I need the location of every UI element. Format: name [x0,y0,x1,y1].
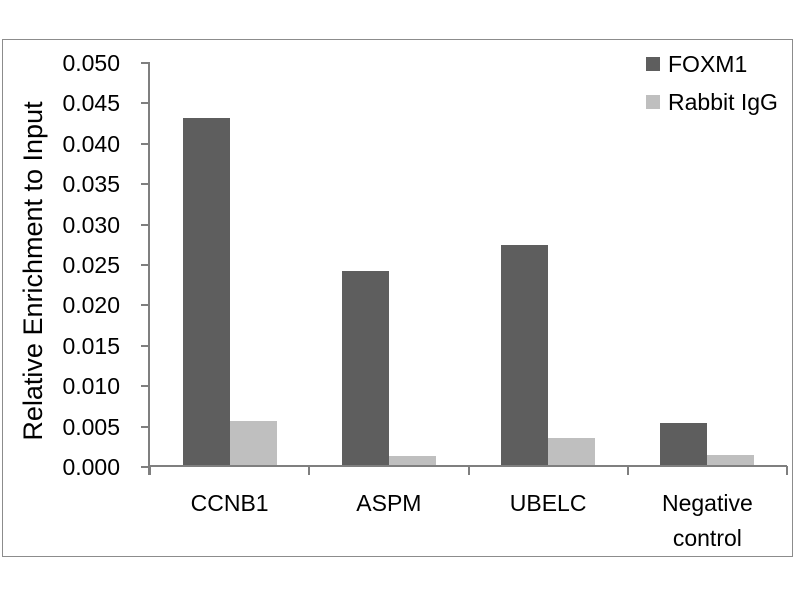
y-tick-label: 0.000 [62,454,120,480]
y-tick-label: 0.030 [62,211,120,238]
y-tick-label: 0.015 [62,332,120,359]
bar-foxm1-ubelc [501,245,549,465]
x-category-label: Negative control [661,490,753,551]
y-tick-label: 0.045 [62,90,120,117]
legend-item-foxm1: FOXM1 [646,50,778,78]
y-tick [141,62,150,64]
legend-swatch-foxm1 [646,57,660,71]
bar-rabbit-igg-ccnb1 [229,421,277,465]
legend-item-rabbit-igg: Rabbit IgG [646,88,778,116]
bar-rabbit-igg-aspm [388,456,436,465]
x-tick [626,466,629,475]
x-tick [786,466,788,475]
x-category-label: CCNB1 [190,490,269,516]
x-tick [467,466,470,475]
x-tick [308,466,311,475]
bar-foxm1-aspm [341,271,389,465]
y-tick [141,304,150,307]
plot-area: 0.000 0.005 0.010 0.015 0.020 0.025 0.030 0.035… [62,50,788,551]
bar-rabbit-igg-negative-control [707,455,755,465]
legend-label-rabbit-igg: Rabbit IgG [668,88,778,115]
bar-rabbit-igg-ubelc [548,438,596,465]
legend-label-foxm1: FOXM1 [668,50,748,77]
y-tick [141,425,150,428]
y-tick-label: 0.035 [62,171,120,198]
y-tick [141,344,150,347]
bar-foxm1-ccnb1 [182,118,230,465]
chart-frame [2,39,793,557]
bar-foxm1-negative-control [660,423,708,465]
legend: FOXM1 Rabbit IgG [646,50,778,126]
y-axis-line [148,63,150,475]
y-tick [141,102,150,105]
y-tick-label: 0.005 [62,413,120,440]
y-tick [141,223,150,226]
x-category-label: ASPM [356,490,422,516]
y-tick-label: 0.040 [62,130,120,157]
x-tick [149,466,151,475]
y-tick [141,385,150,388]
y-tick [141,183,150,186]
y-tick-label: 0.010 [62,373,120,400]
y-tick-label: 0.050 [62,50,120,76]
y-tick [141,142,150,145]
y-tick-label: 0.025 [62,252,120,278]
y-tick [141,466,150,468]
x-category-label: UBELC [509,490,587,516]
y-tick-label: 0.020 [62,292,120,319]
legend-swatch-rabbit-igg [646,95,660,109]
y-tick [141,264,150,266]
